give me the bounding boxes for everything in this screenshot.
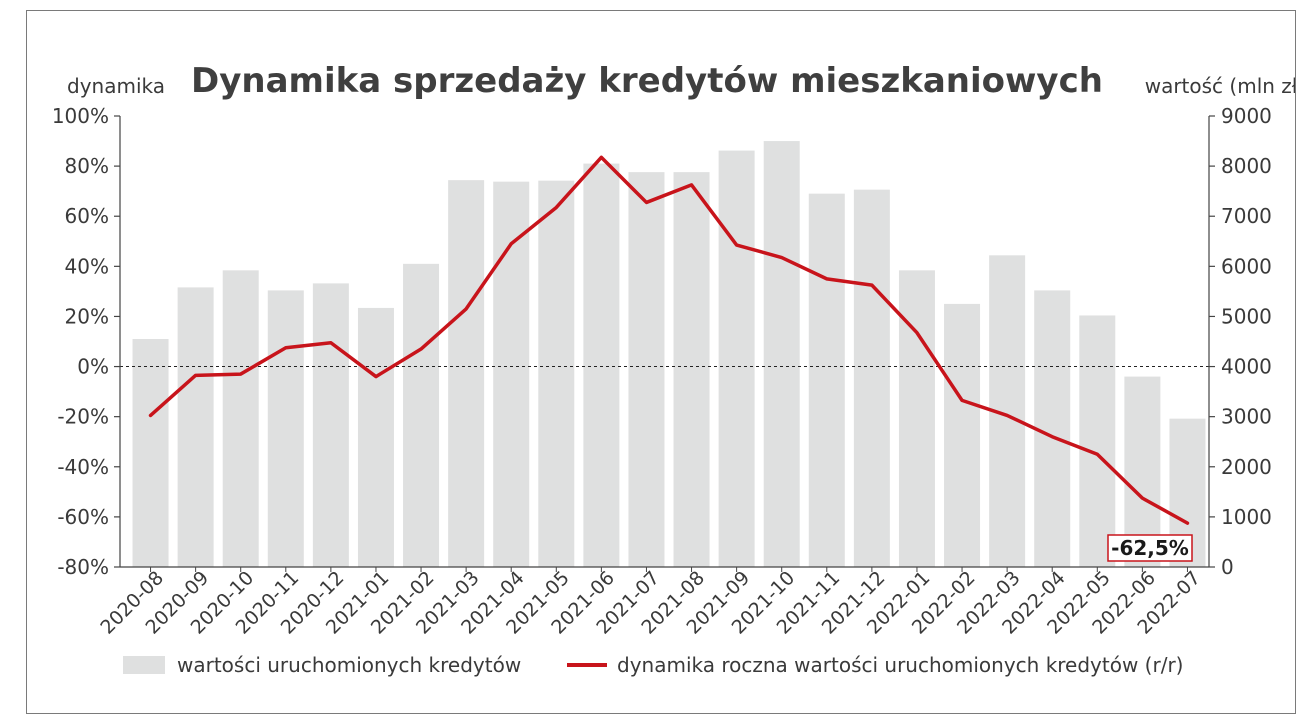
left-tick-label: 0% [77, 355, 109, 379]
bar [312, 283, 349, 567]
line-series [148, 155, 1190, 525]
left-axis-ticks: -80% -60% -40% -20% 0% 20% 40% 60% 80% 100% [52, 104, 120, 579]
chart-canvas: -80% -60% -40% -20% 0% 20% 40% 60% 80% 100% 0 1000… [52, 61, 1295, 677]
right-tick-label: 9000 [1221, 104, 1272, 128]
left-tick-label: 20% [65, 304, 109, 328]
bar [448, 180, 485, 568]
legend: wartości uruchomionych kredytów dynamika… [123, 653, 1183, 677]
bar [944, 303, 981, 567]
right-tick-label: 8000 [1221, 154, 1272, 178]
bar [267, 290, 304, 567]
left-tick-label: 80% [65, 154, 109, 178]
bar [177, 287, 214, 567]
last-value-callout: -62,5% [1107, 534, 1193, 562]
right-tick-label: 4000 [1221, 355, 1272, 379]
bar [403, 263, 440, 567]
bar [808, 193, 845, 567]
bar [538, 180, 575, 568]
right-tick-label: 7000 [1221, 204, 1272, 228]
bar [1079, 315, 1116, 567]
axes [119, 116, 1210, 568]
right-tick-label: 5000 [1221, 304, 1272, 328]
left-tick-label: 60% [65, 204, 109, 228]
bar [222, 270, 259, 567]
bar [898, 270, 935, 567]
chart-title: Dynamika sprzedaży kredytów mieszkaniowy… [191, 61, 1103, 101]
bar [493, 181, 530, 567]
left-tick-label: 40% [65, 254, 109, 278]
bar [357, 307, 394, 567]
left-tick-label: 100% [52, 104, 109, 128]
bar [718, 150, 755, 567]
bar [1034, 290, 1071, 567]
legend-bar-swatch [123, 656, 165, 674]
bar [673, 172, 710, 567]
callout-label: -62,5% [1111, 536, 1189, 560]
left-tick-label: -20% [57, 405, 109, 429]
chart-frame: -80% -60% -40% -20% 0% 20% 40% 60% 80% 100% 0 1000… [26, 10, 1296, 714]
bar [628, 172, 665, 567]
right-tick-label: 6000 [1221, 254, 1272, 278]
right-tick-label: 1000 [1221, 505, 1272, 529]
bar [132, 338, 169, 567]
right-tick-label: 2000 [1221, 455, 1272, 479]
right-tick-label: 0 [1221, 555, 1234, 579]
callout-box [1107, 534, 1193, 562]
right-tick-label: 3000 [1221, 405, 1272, 429]
bar [583, 163, 620, 567]
right-axis-ticks: 0 1000 2000 3000 4000 5000 6000 7000 8000 9000 [1209, 104, 1272, 579]
left-tick-label: -80% [57, 555, 109, 579]
bar-series [132, 141, 1206, 568]
legend-line-label: dynamika roczna wartości uruchomionych k… [617, 653, 1183, 677]
left-axis-title: dynamika [67, 74, 165, 98]
left-tick-label: -60% [57, 505, 109, 529]
legend-bar-label: wartości uruchomionych kredytów [177, 653, 521, 677]
bar [853, 189, 890, 567]
right-axis-title: wartość (mln zł) [1145, 74, 1295, 98]
left-tick-label: -40% [57, 455, 109, 479]
x-axis-ticks: 2020-082020-092020-102020-112020-122021-… [96, 567, 1205, 639]
bar [763, 141, 800, 568]
